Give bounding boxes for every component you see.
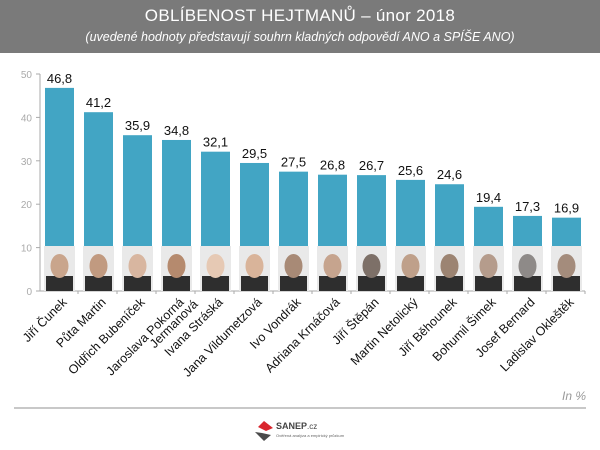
portrait-suit: [46, 276, 73, 291]
y-tick-label: 50: [21, 70, 33, 81]
portrait-suit: [475, 276, 502, 291]
portrait-suit: [436, 276, 463, 291]
y-tick-label: 40: [21, 113, 33, 124]
sanep-logo: SANEP.cz Ověřená analýza a empirický prů…: [254, 420, 354, 442]
y-tick-label: 20: [21, 200, 33, 211]
logo-tagline: Ověřená analýza a empirický průzkum: [276, 433, 345, 438]
data-label: 19,4: [476, 190, 501, 205]
data-label: 46,8: [47, 71, 72, 86]
portrait-face: [440, 254, 459, 278]
data-label: 25,6: [398, 163, 423, 178]
y-tick-label: 10: [21, 244, 33, 255]
chart-subtitle: (uvedené hodnoty představují souhrn klad…: [85, 30, 515, 44]
portrait-face: [323, 254, 342, 278]
category-label: Martin Netolický: [348, 295, 421, 368]
portrait-face: [479, 254, 498, 278]
data-label: 34,8: [164, 123, 189, 138]
portrait-face: [557, 254, 576, 278]
portrait-face: [167, 254, 186, 278]
portrait-suit: [280, 276, 307, 291]
portrait-face: [245, 254, 264, 278]
data-label: 16,9: [554, 201, 579, 216]
portrait-suit: [358, 276, 385, 291]
portrait-suit: [85, 276, 112, 291]
data-label: 17,3: [515, 199, 540, 214]
chart-title: OBLÍBENOST HEJTMANŮ – únor 2018: [144, 6, 456, 25]
portrait-suit: [241, 276, 268, 291]
portrait-face: [89, 254, 108, 278]
data-label: 26,7: [359, 158, 384, 173]
y-tick-label: 0: [26, 287, 32, 298]
portrait-suit: [319, 276, 346, 291]
data-label: 24,6: [437, 167, 462, 182]
logo-name: SANEP.cz: [276, 421, 318, 431]
portrait-suit: [202, 276, 229, 291]
footer-divider: [14, 407, 586, 409]
category-label: Ladislav Okleštěk: [497, 295, 577, 375]
data-label: 27,5: [281, 155, 306, 170]
data-label: 29,5: [242, 146, 267, 161]
portrait-suit: [553, 276, 580, 291]
portrait-suit: [124, 276, 151, 291]
unit-label: In %: [561, 389, 586, 403]
chart-header: OBLÍBENOST HEJTMANŮ – únor 2018 (uvedené…: [0, 0, 600, 53]
portrait-face: [401, 254, 420, 278]
portrait-face: [284, 254, 303, 278]
data-label: 32,1: [203, 135, 228, 150]
portrait-face: [50, 254, 69, 278]
portrait-face: [206, 254, 225, 278]
portrait-face: [128, 254, 147, 278]
y-tick-label: 30: [21, 157, 33, 168]
data-label: 35,9: [125, 118, 150, 133]
data-label: 26,8: [320, 158, 345, 173]
portrait-face: [518, 254, 537, 278]
portrait-suit: [163, 276, 190, 291]
data-label: 41,2: [86, 95, 111, 110]
sanep-logo-icon: [255, 421, 273, 441]
portrait-suit: [397, 276, 424, 291]
portrait-face: [362, 254, 381, 278]
portrait-suit: [514, 276, 541, 291]
